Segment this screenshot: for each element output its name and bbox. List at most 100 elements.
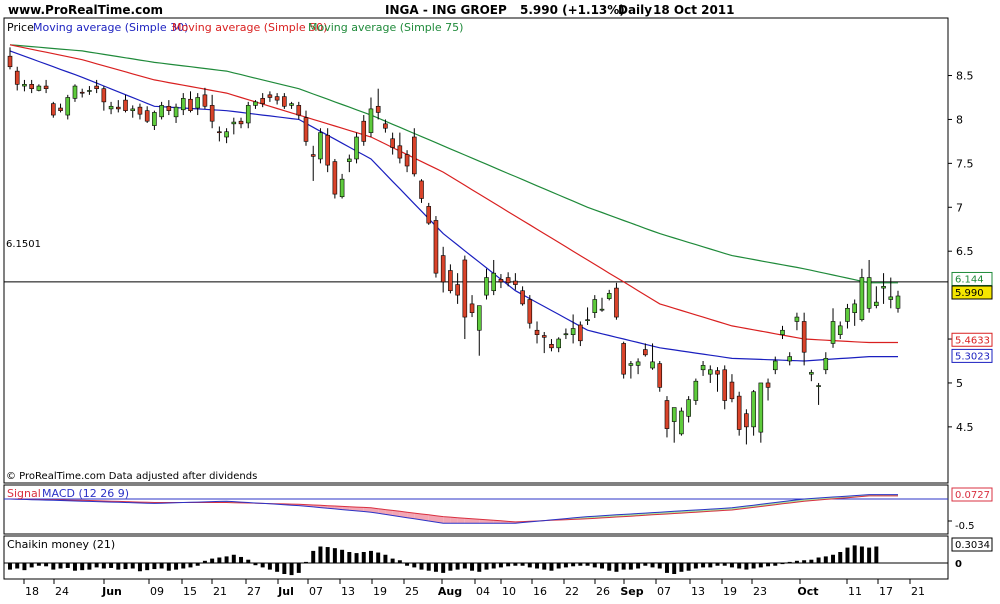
chaikin-bar — [586, 563, 590, 566]
chaikin-bar — [672, 563, 676, 574]
candle-body — [788, 357, 792, 361]
candle-body — [701, 365, 705, 369]
candle-body — [723, 370, 727, 401]
chaikin-bar — [629, 563, 633, 570]
chaikin-bar — [391, 559, 395, 563]
candle-body — [629, 364, 633, 366]
candle-body — [781, 330, 785, 334]
chaikin-bar — [232, 555, 236, 563]
y-tick-label: 7.5 — [956, 157, 974, 170]
chaikin-bar — [427, 563, 431, 571]
candle-body — [22, 84, 26, 86]
candle-body — [593, 300, 597, 313]
candle-body — [340, 179, 344, 197]
site-url[interactable]: www.ProRealTime.com — [8, 3, 163, 17]
chaikin-bar — [152, 563, 156, 569]
chaikin-bar — [420, 563, 424, 570]
candle-body — [225, 132, 229, 137]
chaikin-bar — [781, 563, 785, 564]
candle-body — [80, 92, 84, 93]
candle-body — [463, 260, 467, 317]
candle-body — [557, 339, 561, 348]
candle-body — [607, 293, 611, 298]
chaikin-bar — [549, 563, 553, 571]
candle-body — [51, 104, 55, 115]
candle-body — [124, 100, 128, 111]
chart-date: 18 Oct 2011 — [653, 3, 735, 17]
chaikin-bar — [275, 563, 279, 572]
chaikin-bar — [448, 563, 452, 571]
chaikin-bar — [708, 563, 712, 567]
y-tick-label: 6.5 — [956, 245, 974, 258]
candle-body — [95, 86, 99, 89]
chaikin-bar — [15, 563, 19, 569]
candle-body — [759, 383, 763, 432]
chaikin-bar — [492, 563, 496, 569]
candle-body — [889, 297, 893, 300]
candle-body — [239, 121, 243, 124]
candle-body — [138, 107, 142, 114]
chaikin-bar — [87, 563, 91, 570]
candle-body — [600, 309, 604, 310]
candle-body — [87, 90, 91, 91]
candle-body — [867, 278, 871, 309]
candle-body — [542, 336, 546, 338]
candle-body — [102, 89, 106, 102]
candle-body — [578, 325, 582, 341]
candle-body — [737, 396, 741, 429]
chaikin-bar — [795, 561, 799, 563]
candle-body — [59, 108, 63, 111]
x-tick-label: 09 — [150, 585, 164, 598]
candle-body — [571, 328, 575, 334]
chaikin-bar — [607, 563, 611, 571]
chaikin-bar — [95, 563, 99, 567]
candle-body — [66, 97, 70, 115]
x-tick-label: Aug — [438, 585, 462, 598]
candle-body — [37, 86, 41, 90]
candle-body — [448, 271, 452, 291]
candle-body — [896, 296, 900, 308]
chaikin-bar — [124, 563, 128, 569]
chaikin-bar — [716, 563, 720, 566]
chaikin-bar — [571, 563, 575, 566]
chaikin-bar — [355, 553, 359, 563]
chaikin-bar — [723, 563, 727, 566]
chaikin-bar — [499, 563, 503, 567]
x-tick-label: 17 — [879, 585, 893, 598]
candle-body — [391, 139, 395, 148]
macd-label: MACD (12 26 9) — [42, 487, 129, 500]
chaikin-bar — [196, 563, 200, 566]
chaikin-bar — [311, 551, 315, 563]
chaikin-bar — [145, 563, 149, 570]
candle-body — [795, 317, 799, 321]
chaikin-bar — [22, 563, 26, 570]
candle-body — [326, 135, 330, 165]
candle-body — [824, 358, 828, 369]
candle-body — [30, 84, 34, 88]
candle-body — [744, 414, 748, 427]
candle-body — [614, 288, 618, 317]
last-price-change: 5.990 (+1.13%) — [520, 3, 625, 17]
candle-body — [160, 105, 164, 116]
candle-body — [109, 106, 113, 109]
chaikin-bar — [138, 563, 142, 571]
chaikin-bar — [210, 559, 214, 563]
candle-body — [708, 370, 712, 374]
candle-body — [752, 392, 756, 427]
chaikin-bar — [362, 552, 366, 563]
chaikin-bar — [225, 556, 229, 563]
badge-ma30: 5.3023 — [955, 351, 990, 362]
chaikin-bar — [651, 563, 655, 567]
chaikin-bar — [131, 563, 135, 569]
chaikin-bar — [542, 563, 546, 570]
legend-ma50: Moving average (Simple 50) — [172, 21, 327, 34]
chaikin-bar — [485, 563, 489, 570]
chaikin-bar — [788, 562, 792, 563]
chaikin-bar — [564, 563, 568, 567]
candle-body — [376, 106, 380, 112]
chaikin-bar — [737, 563, 741, 569]
chaikin-bar — [59, 563, 63, 569]
chaikin-bar — [679, 563, 683, 572]
